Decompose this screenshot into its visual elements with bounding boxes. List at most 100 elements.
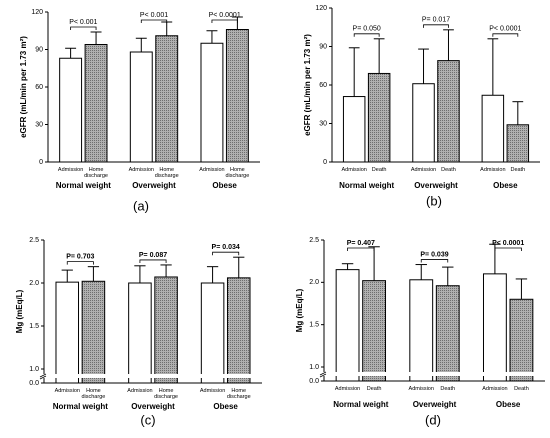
bar <box>435 285 460 382</box>
series-label: Admission <box>127 388 152 394</box>
series-label-line: Home <box>231 388 246 394</box>
bar <box>200 42 224 163</box>
y-axis-label: eGFR (mL/min per 1.73 m²) <box>19 36 28 138</box>
bracket <box>211 19 238 23</box>
y-tick-label: 0 <box>323 159 327 166</box>
series-label: Admission <box>411 167 436 173</box>
series-label-line: Death <box>367 386 382 392</box>
category-label: Obese <box>213 402 238 411</box>
y-tick-label: 60 <box>35 84 43 91</box>
series-label-line: Admission <box>335 386 360 392</box>
p-value: P< 0.0001 <box>209 12 241 19</box>
series-label: Admission <box>129 167 154 173</box>
series-label-line: Home <box>159 388 174 394</box>
axis-break <box>319 371 327 378</box>
bracket <box>423 24 449 28</box>
bar <box>409 279 434 382</box>
series-label: Admission <box>335 386 360 392</box>
p-value: P= 0.039 <box>420 251 448 258</box>
bar <box>367 72 391 163</box>
bar <box>481 94 505 163</box>
series-label-line: Home <box>230 167 245 173</box>
bar <box>155 35 179 163</box>
bar <box>362 280 387 382</box>
bracket <box>212 251 240 256</box>
category-label: Overweight <box>131 402 175 411</box>
series-label: Admission <box>482 386 507 392</box>
bracket <box>66 261 94 265</box>
bar <box>482 273 507 382</box>
series-label-line: Home <box>159 167 174 173</box>
bar <box>506 124 530 163</box>
series-label-line: Death <box>514 386 529 392</box>
category-label: Normal weight <box>333 400 388 409</box>
series-label: Home discharge <box>155 167 179 179</box>
bar <box>200 282 225 384</box>
series-label: Admission <box>200 388 225 394</box>
bar <box>55 281 80 384</box>
series-label: Admission <box>55 388 80 394</box>
panel-label: (d) <box>425 412 441 427</box>
series-label: Death <box>510 167 525 173</box>
panel-label: (b) <box>426 193 442 208</box>
series-label-line: discharge <box>227 394 251 400</box>
series-label-line: discharge <box>225 173 249 179</box>
series-label: Death <box>372 167 387 173</box>
bar <box>226 277 251 384</box>
series-label-line: Home <box>86 388 101 394</box>
y-tick-label: 1.0 <box>309 364 319 371</box>
y-tick-label: 0.0 <box>309 378 319 385</box>
bar <box>342 96 366 163</box>
series-label: Home discharge <box>81 388 105 400</box>
series-label: Death <box>440 386 455 392</box>
y-axis-label: Mg (mEq/L) <box>295 288 304 332</box>
series-label-line: Admission <box>129 167 154 173</box>
y-tick-label: 0.0 <box>29 380 39 387</box>
y-tick-label: 2.0 <box>309 279 319 286</box>
y-tick-label: 1.5 <box>309 322 319 329</box>
series-label: Home discharge <box>154 388 178 400</box>
y-tick-label: 1.0 <box>29 366 39 373</box>
p-value: P= 0.034 <box>212 244 240 251</box>
category-label: Normal weight <box>56 181 111 190</box>
series-label-line: Death <box>510 167 525 173</box>
bar <box>437 60 460 163</box>
series-label-line: Admission <box>341 167 366 173</box>
axis-break-gap <box>40 374 264 378</box>
y-tick-label: 2.5 <box>29 237 39 244</box>
series-label-line: Admission <box>199 167 224 173</box>
series-label-line: Admission <box>55 388 80 394</box>
series-label: Admission <box>199 167 224 173</box>
y-axis-label: eGFR (mL/min per 1.73 m²) <box>303 34 312 136</box>
category-label: Overweight <box>132 181 176 190</box>
y-tick-label: 120 <box>31 9 43 16</box>
series-label: Death <box>514 386 529 392</box>
y-tick-label: 2.0 <box>29 280 39 287</box>
p-value: P= 0.087 <box>139 252 167 259</box>
series-label-line: Admission <box>200 388 225 394</box>
y-tick-label: 0 <box>39 159 43 166</box>
p-value: P= 0.407 <box>347 240 375 247</box>
bar <box>129 51 153 163</box>
series-label: Home discharge <box>227 388 251 400</box>
p-value: P= 0.703 <box>66 254 94 261</box>
y-tick-label: 60 <box>319 82 327 89</box>
series-label-line: Admission <box>58 167 83 173</box>
y-tick-label: 90 <box>319 43 327 50</box>
y-tick-label: 30 <box>319 120 327 127</box>
series-label-line: discharge <box>84 173 108 179</box>
bracket <box>139 259 167 263</box>
axis-break-gap <box>320 372 547 376</box>
series-label: Admission <box>409 386 434 392</box>
series-label: Admission <box>341 167 366 173</box>
y-tick-label: 90 <box>35 46 43 53</box>
bracket <box>492 33 519 37</box>
bracket <box>70 26 97 30</box>
y-axis-label: Mg (mEq/L) <box>15 289 24 333</box>
series-label: Death <box>367 386 382 392</box>
series-label-line: discharge <box>155 173 179 179</box>
y-tick-label: 30 <box>35 121 43 128</box>
series-label-line: Death <box>372 167 387 173</box>
panel-label: (c) <box>140 412 155 427</box>
